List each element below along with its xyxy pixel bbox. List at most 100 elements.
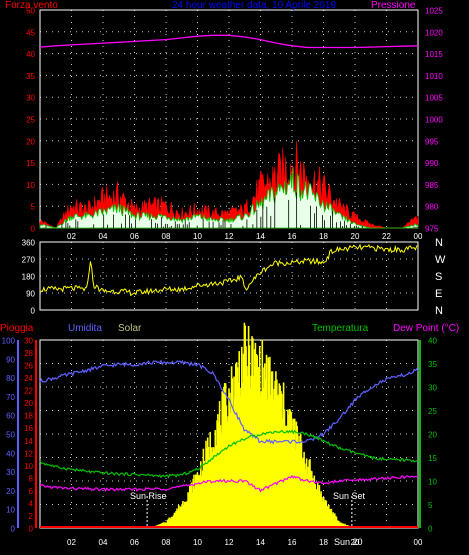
rain-tick-label: 100: [2, 337, 16, 346]
compass-label: E: [435, 288, 442, 300]
humidity-tick-label: 8: [29, 474, 34, 483]
dewpoint-line: [40, 474, 419, 493]
rain-tick-label: 70: [6, 393, 15, 402]
weather-x-tick: 08: [162, 538, 171, 547]
pressure-tick-label: 1000: [425, 116, 443, 125]
direction-tick-label: 0: [31, 307, 36, 316]
rain-tick-label: 0: [11, 525, 16, 534]
compass-label: N: [435, 237, 443, 249]
humidity-tick-label: 26: [24, 362, 33, 371]
wind-x-tick: 16: [288, 232, 297, 241]
pressure-tick-label: 1015: [425, 50, 443, 59]
temperature-label: Temperatura: [312, 323, 369, 334]
wind-tick-label: 50: [26, 7, 35, 16]
humidity-tick-label: 16: [24, 424, 33, 433]
wind-average-area: [39, 167, 419, 229]
weather-x-axis: 02 04 06 08 10 12 14 16 18 20 00: [67, 538, 423, 547]
wind-tick-label: 0: [31, 225, 36, 234]
weather-marks: [39, 322, 419, 528]
pressure-axis-title: Pressione: [371, 0, 416, 11]
humidity-line: [39, 359, 419, 445]
weather-x-tick: 10: [193, 538, 202, 547]
wind-x-tick: 08: [162, 232, 171, 241]
temperature-tick-label: 15: [428, 454, 437, 463]
wind-x-tick: 04: [99, 232, 108, 241]
temperature-tick-label: 35: [428, 360, 437, 369]
direction-tick-label: 270: [22, 256, 36, 265]
humidity-tick-label: 12: [24, 449, 33, 458]
temperature-tick-label: 30: [428, 384, 437, 393]
x-end-label: Sun 20: [334, 537, 363, 547]
humidity-tick-label: 20: [24, 399, 33, 408]
chart-title: 24 hour weather data, 10 Aprile 2019: [172, 0, 336, 11]
wind-x-tick: 00: [414, 232, 423, 241]
wind-tick-label: 40: [26, 50, 35, 59]
rain-tick-label: 30: [6, 468, 15, 477]
wind-x-tick: 20: [351, 232, 360, 241]
direction-left-axis: 360 270 180 90 0: [22, 239, 36, 316]
wind-tick-label: 45: [26, 28, 35, 37]
humidity-label: Umidita: [68, 323, 102, 334]
humidity-tick-label: 28: [24, 349, 33, 358]
wind-x-axis: 02 04 06 08 10 12 14 16 18 20 22 00: [67, 232, 423, 241]
wind-x-tick: 02: [67, 232, 76, 241]
humidity-tick-label: 18: [24, 412, 33, 421]
temperature-line: [39, 429, 419, 479]
humidity-tick-label: 30: [24, 337, 33, 346]
rain-tick-label: 10: [6, 506, 15, 515]
compass-label: W: [435, 254, 446, 266]
solar-label: Solar: [118, 323, 142, 334]
weather-x-tick: 18: [319, 538, 328, 547]
humidity-tick-label: 10: [24, 462, 33, 471]
wind-axis-title: Forza vento: [5, 0, 58, 11]
humidity-tick-label: 24: [24, 374, 33, 383]
wind-x-tick: 18: [319, 232, 328, 241]
temperature-tick-label: 5: [428, 501, 433, 510]
rain-tick-label: 80: [6, 374, 15, 383]
temperature-tick-label: 40: [428, 337, 437, 346]
weather-x-tick: 20: [351, 538, 360, 547]
temperature-tick-label: 0: [428, 525, 433, 534]
humidity-tick-label: 4: [29, 499, 34, 508]
pressure-tick-label: 1020: [425, 28, 443, 37]
humidity-tick-label: 0: [29, 525, 34, 534]
pressure-tick-label: 975: [425, 225, 439, 234]
pressure-tick-label: 1025: [425, 7, 443, 16]
rain-tick-label: 40: [6, 449, 15, 458]
wind-tick-label: 30: [26, 94, 35, 103]
rain-tick-label: 50: [6, 431, 15, 440]
humidity-tick-label: 22: [24, 387, 33, 396]
compass-label: S: [435, 271, 442, 283]
sunset-label: Sun Set: [333, 491, 366, 501]
wind-marks: [39, 34, 419, 229]
pressure-right-axis: 1025 1020 1015 1010 1005 1000 995 990 985 980 975: [425, 7, 443, 234]
rain-tick-label: 20: [6, 487, 15, 496]
wind-tick-label: 35: [26, 72, 35, 81]
compass-label: N: [435, 305, 443, 317]
humidity-tick-label: 6: [29, 487, 34, 496]
direction-line: [39, 243, 419, 297]
pressure-tick-label: 985: [425, 181, 439, 190]
dewpoint-label: Dew Point (°C): [393, 323, 459, 334]
pressure-tick-label: 995: [425, 137, 439, 146]
weather-x-tick: 04: [99, 538, 108, 547]
rain-tick-label: 90: [6, 355, 15, 364]
weather-x-tick: 02: [67, 538, 76, 547]
weather-x-tick: 12: [225, 538, 234, 547]
wind-x-tick: 10: [193, 232, 202, 241]
wind-tick-label: 15: [26, 159, 35, 168]
temperature-tick-label: 20: [428, 431, 437, 440]
humidity-tick-label: 2: [29, 512, 34, 521]
pressure-tick-label: 1005: [425, 94, 443, 103]
pressure-line: [39, 34, 419, 49]
wind-x-tick: 22: [382, 232, 391, 241]
direction-tick-label: 90: [26, 290, 35, 299]
